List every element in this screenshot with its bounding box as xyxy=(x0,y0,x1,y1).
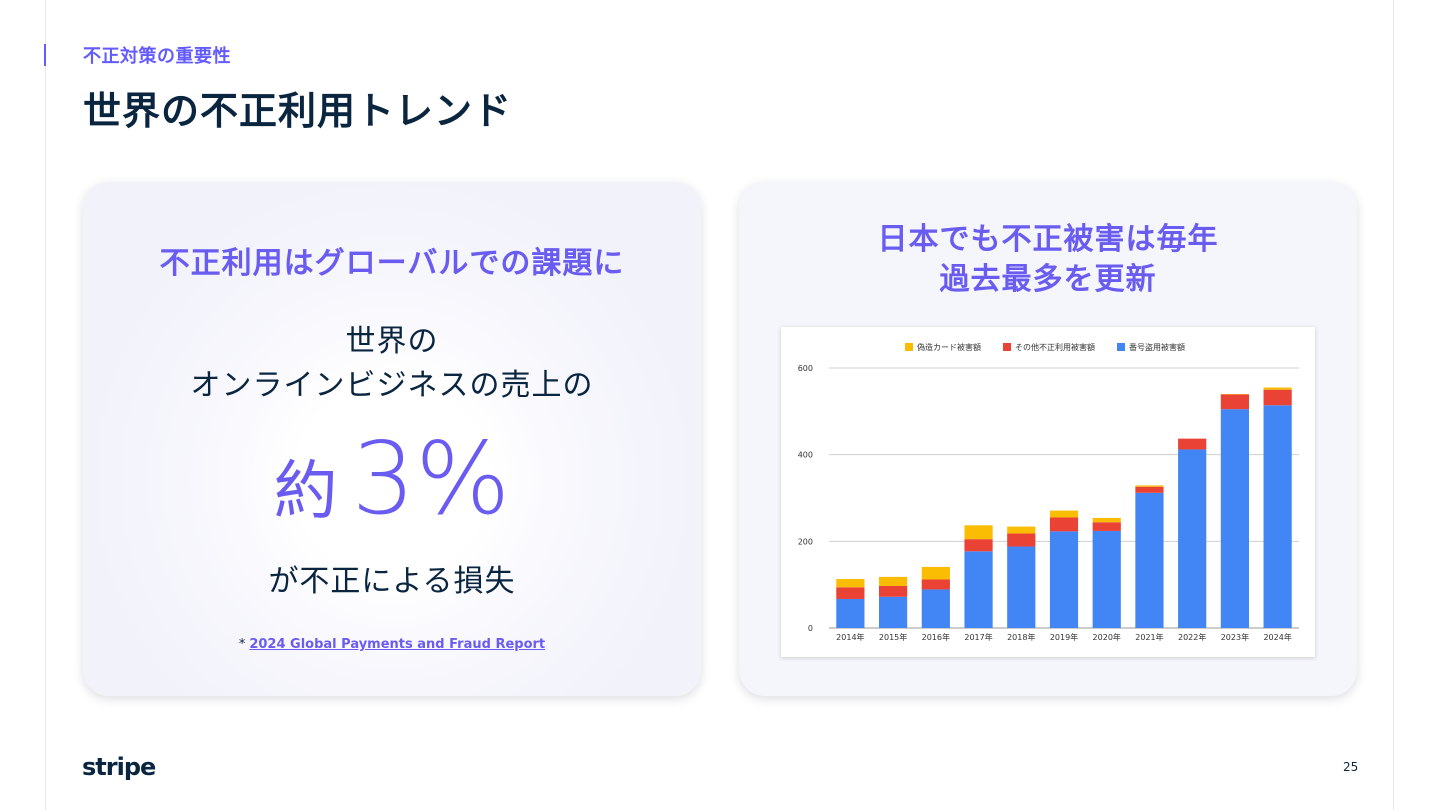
y-tick-label: 0 xyxy=(808,624,813,633)
frame-border-left xyxy=(45,0,46,810)
x-tick-label: 2022年 xyxy=(1178,632,1206,642)
bar-segment xyxy=(1220,409,1250,628)
bar-segment xyxy=(1007,546,1036,628)
fraud-damage-chart: 0 200 400 600 2014年 2015年 2016年 2017年 2018年 2019年… xyxy=(781,327,1315,657)
bar-segment xyxy=(1007,533,1036,547)
bar-segment xyxy=(878,585,908,597)
report-link[interactable]: 2024 Global Payments and Fraud Report xyxy=(249,637,546,652)
page-number: 25 xyxy=(1343,760,1359,774)
bar-segment xyxy=(1092,517,1121,523)
japan-fraud-heading: 日本でも不正被害は毎年 過去最多を更新 xyxy=(739,220,1357,300)
y-tick-label: 200 xyxy=(798,537,813,546)
frame-border-right xyxy=(1393,0,1394,810)
global-fraud-card: 不正利用はグローバルでの課題に 世界の オンラインビジネスの売上の 約 3% が不… xyxy=(83,182,701,696)
stat-suffix-line: が不正による損失 xyxy=(268,564,516,599)
y-tick-label: 400 xyxy=(798,451,813,460)
bar-segment xyxy=(836,579,865,588)
bar-segment xyxy=(1263,387,1292,390)
japan-fraud-card: 日本でも不正被害は毎年 過去最多を更新 0 200 400 600 2014年 2015年… xyxy=(739,182,1357,696)
stat-context-line1: 世界の xyxy=(345,324,439,359)
x-tick-label: 2023年 xyxy=(1221,632,1249,642)
bar-segment xyxy=(878,576,908,586)
chart-canvas: 0 200 400 600 2014年 2015年 2016年 2017年 2018年 2019年… xyxy=(798,342,1299,642)
x-tick-label: 2015年 xyxy=(879,632,907,642)
bar-segment xyxy=(1049,517,1079,532)
stat-context-line2: オンラインビジネスの売上の xyxy=(190,368,594,403)
bar-segment xyxy=(1007,526,1036,534)
bar-segment xyxy=(1049,531,1079,628)
bar-segment xyxy=(1263,389,1292,406)
x-tick-label: 2016年 xyxy=(922,632,950,642)
page-title: 世界の不正利用トレンド xyxy=(83,89,513,133)
legend-swatch xyxy=(1117,343,1125,351)
section-eyebrow: 不正対策の重要性 xyxy=(83,46,231,67)
bar-segment xyxy=(1135,485,1164,487)
bar-segment xyxy=(964,525,993,540)
global-fraud-heading: 不正利用はグローバルでの課題に xyxy=(159,246,625,281)
bar-segment xyxy=(1092,530,1121,628)
y-tick-label: 600 xyxy=(798,364,813,373)
x-tick-label: 2019年 xyxy=(1050,632,1078,642)
x-tick-label: 2021年 xyxy=(1135,632,1163,642)
bar-segment xyxy=(1135,492,1164,628)
bar-segment xyxy=(964,539,993,552)
japan-heading-line2: 過去最多を更新 xyxy=(939,262,1157,297)
bar-segment xyxy=(1178,449,1207,628)
legend-label: その他不正利用被害額 xyxy=(1015,342,1095,352)
bar-segment xyxy=(964,551,993,628)
bar-segment xyxy=(921,566,950,580)
footnote-marker: * xyxy=(238,637,246,652)
bar-segment xyxy=(1220,394,1250,410)
bar-segment xyxy=(836,587,865,599)
bar-segment xyxy=(921,589,950,628)
bar-segment xyxy=(1263,405,1292,628)
bar-segment xyxy=(1049,510,1079,518)
legend-label: 番号盗用被害額 xyxy=(1129,342,1185,352)
x-tick-label: 2017年 xyxy=(964,632,992,642)
bar-segment xyxy=(836,598,865,628)
bar-segment xyxy=(921,579,950,590)
stat-prefix: 約 xyxy=(273,455,338,529)
fraud-stat: 約 3% xyxy=(83,420,701,537)
x-tick-label: 2020年 xyxy=(1093,632,1121,642)
legend-swatch xyxy=(1003,343,1011,351)
bar-segment xyxy=(1092,522,1121,531)
x-tick-label: 2024年 xyxy=(1263,632,1291,642)
stat-value: 3% xyxy=(351,420,511,537)
legend-swatch xyxy=(905,343,913,351)
legend-label: 偽造カード被害額 xyxy=(917,342,981,352)
bar-segment xyxy=(1135,486,1164,493)
x-tick-label: 2014年 xyxy=(836,632,864,642)
stripe-logo: stripe xyxy=(82,753,156,781)
japan-heading-line1: 日本でも不正被害は毎年 xyxy=(877,222,1219,257)
source-footnote: * 2024 Global Payments and Fraud Report xyxy=(83,637,701,652)
bar-segment xyxy=(1178,438,1207,450)
x-tick-label: 2018年 xyxy=(1007,632,1035,642)
bar-segment xyxy=(878,596,908,628)
section-accent-bar xyxy=(44,44,46,66)
